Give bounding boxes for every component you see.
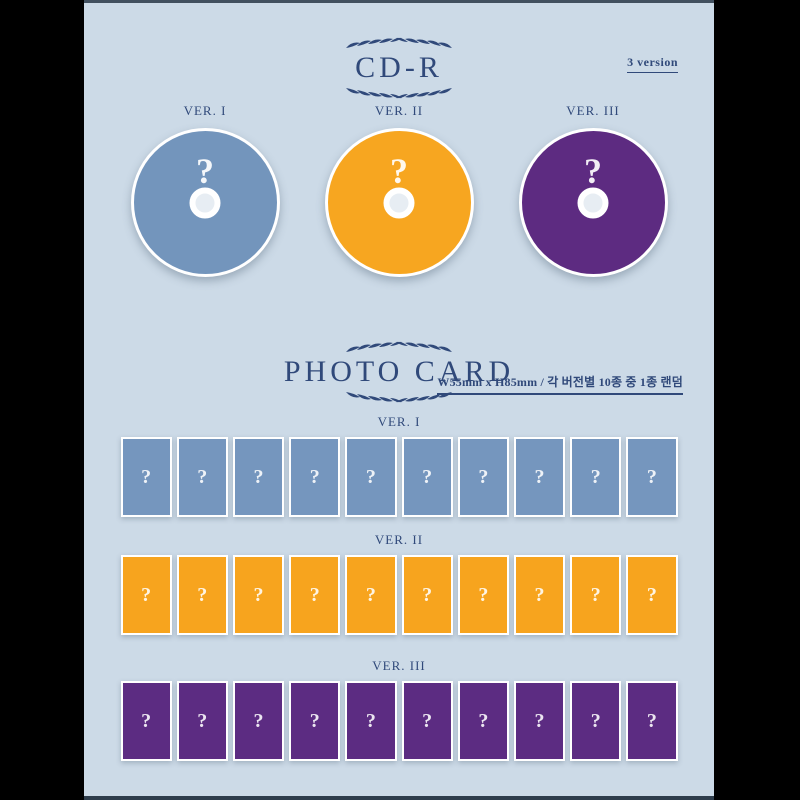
question-mark: ?: [365, 465, 376, 488]
photocard-section-header: PHOTO CARD: [84, 341, 714, 403]
photocard: ?: [345, 554, 397, 635]
question-mark: ?: [365, 583, 376, 606]
photocard: ?: [232, 436, 285, 517]
question-mark: ?: [197, 583, 208, 606]
question-mark: ?: [141, 465, 152, 488]
cd-row: VER. I ? VER. II ? VER. III ?: [84, 104, 714, 277]
photocard: ?: [289, 554, 341, 635]
question-mark: ?: [646, 709, 657, 732]
product-detail-panel: CD-R 3 version VER. I ? VER. II ? VER. I…: [84, 0, 714, 800]
laurel-ornament-icon: [346, 87, 452, 98]
photocard-row-label: VER. I: [377, 414, 421, 429]
photocard-row-ver2: VER. II ??????????: [84, 532, 714, 635]
cd-item-ver1: VER. I ?: [130, 103, 280, 277]
question-mark: ?: [197, 465, 208, 488]
photocard-grid: ??????????: [120, 436, 678, 517]
photocard-grid: ??????????: [120, 554, 678, 635]
photocard-row-label: VER. III: [372, 658, 426, 673]
question-mark: ?: [309, 583, 320, 606]
cd-version-label: VER. I: [183, 103, 227, 118]
question-mark: ?: [478, 465, 489, 488]
question-mark: ?: [478, 583, 489, 606]
photocard: ?: [176, 680, 228, 761]
question-mark: ?: [253, 465, 264, 488]
cd-hole: [577, 187, 609, 218]
question-mark: ?: [309, 465, 320, 488]
cd-hole: [383, 187, 415, 218]
question-mark: ?: [422, 465, 433, 488]
question-mark: ?: [141, 709, 152, 732]
photocard: ?: [401, 680, 453, 761]
cd-version-label: VER. III: [566, 103, 620, 118]
question-mark: ?: [534, 465, 545, 488]
question-mark: ?: [141, 583, 152, 606]
question-mark: ?: [253, 583, 264, 606]
photocard: ?: [289, 436, 341, 517]
photocard-row-label: VER. II: [374, 532, 424, 547]
photocard-row-ver3: VER. III ??????????: [84, 658, 714, 761]
question-mark: ?: [590, 465, 601, 488]
photocard: ?: [570, 554, 622, 635]
photocard: ?: [401, 554, 453, 635]
photocard: ?: [570, 436, 622, 517]
photocard: ?: [401, 436, 453, 517]
photocard: ?: [570, 680, 622, 761]
photocard: ?: [232, 554, 285, 635]
photocard: ?: [513, 554, 566, 635]
photocard-row-ver1: VER. I ??????????: [84, 414, 714, 517]
photocard: ?: [626, 436, 678, 517]
question-mark: ?: [590, 583, 601, 606]
cd-version-label: VER. II: [374, 103, 424, 118]
photocard: ?: [626, 680, 678, 761]
photocard-grid: ??????????: [120, 680, 678, 761]
photocard: ?: [120, 680, 172, 761]
laurel-ornament-icon: [346, 37, 452, 48]
question-mark: ?: [196, 151, 214, 191]
cd-section-title: CD-R: [355, 51, 443, 84]
cd-disc: ?: [130, 128, 280, 277]
question-mark: ?: [365, 709, 376, 732]
question-mark: ?: [422, 709, 433, 732]
question-mark: ?: [309, 709, 320, 732]
photocard: ?: [176, 436, 228, 517]
photocard-size-note: W55mm x H85mm / 각 버전별 10종 중 1종 랜덤: [437, 373, 683, 395]
question-mark: ?: [590, 709, 601, 732]
photocard: ?: [626, 554, 678, 635]
question-mark: ?: [478, 709, 489, 732]
cd-hole: [189, 187, 221, 218]
question-mark: ?: [422, 583, 433, 606]
photocard: ?: [176, 554, 228, 635]
version-count-note: 3 version: [627, 55, 678, 73]
question-mark: ?: [584, 151, 602, 191]
question-mark: ?: [534, 583, 545, 606]
cd-item-ver3: VER. III ?: [518, 103, 668, 277]
question-mark: ?: [534, 709, 545, 732]
photocard: ?: [513, 436, 566, 517]
photocard: ?: [513, 680, 566, 761]
photocard: ?: [289, 680, 341, 761]
photocard: ?: [232, 680, 285, 761]
question-mark: ?: [197, 709, 208, 732]
question-mark: ?: [390, 151, 408, 191]
cd-section-header: CD-R: [84, 37, 714, 99]
question-mark: ?: [253, 709, 264, 732]
photocard: ?: [345, 680, 397, 761]
question-mark: ?: [646, 465, 657, 488]
photocard-section-title: PHOTO CARD: [283, 355, 515, 388]
photocard: ?: [120, 554, 172, 635]
photocard: ?: [345, 436, 397, 517]
photocard: ?: [457, 680, 509, 761]
laurel-ornament-icon: [346, 341, 452, 352]
photocard: ?: [457, 436, 509, 517]
question-mark: ?: [646, 583, 657, 606]
photocard: ?: [457, 554, 509, 635]
cd-disc: ?: [324, 128, 474, 277]
photocard: ?: [120, 436, 172, 517]
cd-item-ver2: VER. II ?: [324, 103, 474, 277]
cd-disc: ?: [518, 128, 668, 277]
